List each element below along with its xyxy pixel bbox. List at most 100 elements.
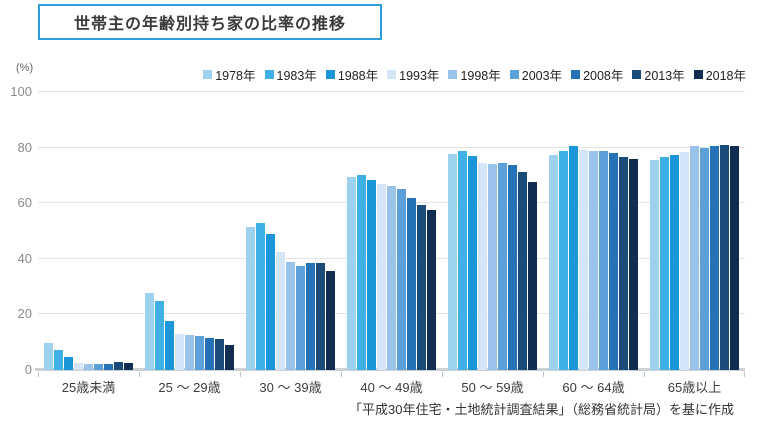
y-axis-unit-label: (%) [16, 62, 34, 74]
legend-label: 1978年 [215, 69, 256, 83]
bar-2003年 [699, 147, 709, 370]
bar-1998年 [83, 363, 93, 370]
bar-1983年 [457, 150, 467, 370]
bar-group [644, 92, 745, 370]
bar-1983年 [255, 222, 265, 370]
bar-groups [38, 92, 745, 370]
bar-1998年 [689, 145, 699, 370]
x-axis-category-label: 60 ～ 64歳 [562, 380, 625, 395]
x-axis-tick [442, 372, 443, 377]
bar-2013年 [517, 172, 527, 370]
bar-2003年 [194, 335, 204, 370]
legend-item: 1998年 [448, 65, 501, 84]
legend-label: 2013年 [644, 69, 685, 83]
bar-1978年 [447, 153, 457, 370]
bar-group [38, 92, 139, 370]
bar-1983年 [53, 349, 63, 370]
bar-2008年 [305, 262, 315, 370]
x-axis-tick [543, 372, 544, 377]
x-axis-category-label: 30 ～ 39歳 [259, 380, 322, 395]
bar-2018年 [224, 344, 234, 370]
bar-2013年 [315, 262, 325, 370]
bar-1978年 [649, 159, 659, 370]
bar-1998年 [487, 163, 497, 370]
bar-2008年 [103, 364, 113, 370]
bar-2018年 [729, 145, 739, 370]
y-axis-tick-label: 60 [17, 195, 32, 211]
bar-2013年 [416, 204, 426, 370]
x-axis-tick [139, 372, 140, 377]
bar-1978年 [346, 176, 356, 370]
legend-item: 2018年 [693, 65, 746, 84]
legend-item: 1993年 [387, 65, 439, 84]
bar-1983年 [154, 300, 164, 370]
bar-1993年 [376, 184, 386, 370]
bar-2013年 [618, 157, 628, 370]
y-axis-tick-label: 80 [17, 139, 32, 155]
x-axis-category-label: 25歳未満 [61, 380, 116, 395]
legend-label: 1998年 [460, 69, 501, 83]
bar-2008年 [709, 146, 719, 370]
legend-label: 2003年 [521, 69, 563, 83]
bar-2018年 [426, 210, 436, 370]
legend-swatch-icon [571, 70, 581, 79]
bar-1988年 [568, 145, 578, 370]
legend-item: 2013年 [632, 65, 685, 84]
bar-1993年 [275, 251, 285, 370]
gridline [38, 146, 745, 148]
bar-1978年 [245, 226, 255, 370]
bar-1993年 [679, 152, 689, 370]
bar-2013年 [719, 144, 729, 370]
legend-item: 1988年 [325, 65, 379, 84]
legend-swatch-icon [264, 70, 274, 79]
plot-area [35, 91, 745, 377]
bar-1988年 [669, 155, 679, 370]
bar-2008年 [507, 165, 517, 370]
y-axis-tick-label: 0 [24, 362, 32, 377]
bar-2008年 [406, 197, 416, 370]
legend-label: 2018年 [705, 69, 746, 83]
x-axis-labels: 25歳未満 25 ～ 29歳 30 ～ 39歳 40 ～ 49歳 50 ～ 59歳 60 … [38, 377, 745, 396]
x-axis-tick [644, 372, 645, 377]
bar-1993年 [73, 363, 83, 370]
bar-1993年 [578, 149, 588, 370]
x-axis-tick [38, 372, 39, 377]
bar-1983年 [659, 157, 669, 370]
x-axis-category-label: 65歳以上 [667, 380, 722, 395]
legend-swatch-icon [509, 70, 519, 79]
x-axis-tick [240, 372, 241, 377]
bar-1993年 [174, 333, 184, 370]
bar-1988年 [467, 155, 477, 370]
bar-1988年 [63, 356, 73, 370]
x-axis-tick [744, 372, 745, 377]
legend-label: 1988年 [337, 69, 379, 83]
bar-2003年 [295, 265, 305, 370]
y-axis-tick-label: 20 [17, 306, 32, 322]
legend-label: 2008年 [583, 69, 624, 83]
chart-title-box: 世帯主の年齢別持ち家の比率の推移 [38, 4, 382, 40]
chart-title: 世帯主の年齢別持ち家の比率の推移 [73, 16, 346, 33]
legend-swatch-icon [632, 70, 642, 79]
bar-2003年 [93, 364, 103, 370]
bar-group [240, 92, 341, 370]
bar-1978年 [43, 343, 53, 370]
bar-group [341, 92, 442, 370]
bar-2013年 [214, 338, 224, 370]
bar-1998年 [184, 334, 194, 370]
bar-2003年 [598, 150, 608, 370]
legend-swatch-icon [325, 70, 335, 79]
bar-1988年 [366, 180, 376, 370]
legend-label: 1983年 [276, 69, 317, 83]
bar-2018年 [628, 159, 638, 370]
legend-item: 2003年 [509, 65, 563, 84]
bar-2003年 [396, 189, 406, 370]
bar-1993年 [477, 162, 487, 370]
bar-1978年 [144, 293, 154, 370]
legend-swatch-icon [693, 70, 703, 79]
bar-1998年 [386, 185, 396, 370]
bar-2008年 [608, 152, 618, 370]
legend: 1978年 1983年 1988年 1993年 1998年 2003年 2008年 2013年… [203, 65, 746, 84]
bar-1988年 [265, 233, 275, 370]
x-axis-category-label: 50 ～ 59歳 [461, 380, 524, 395]
